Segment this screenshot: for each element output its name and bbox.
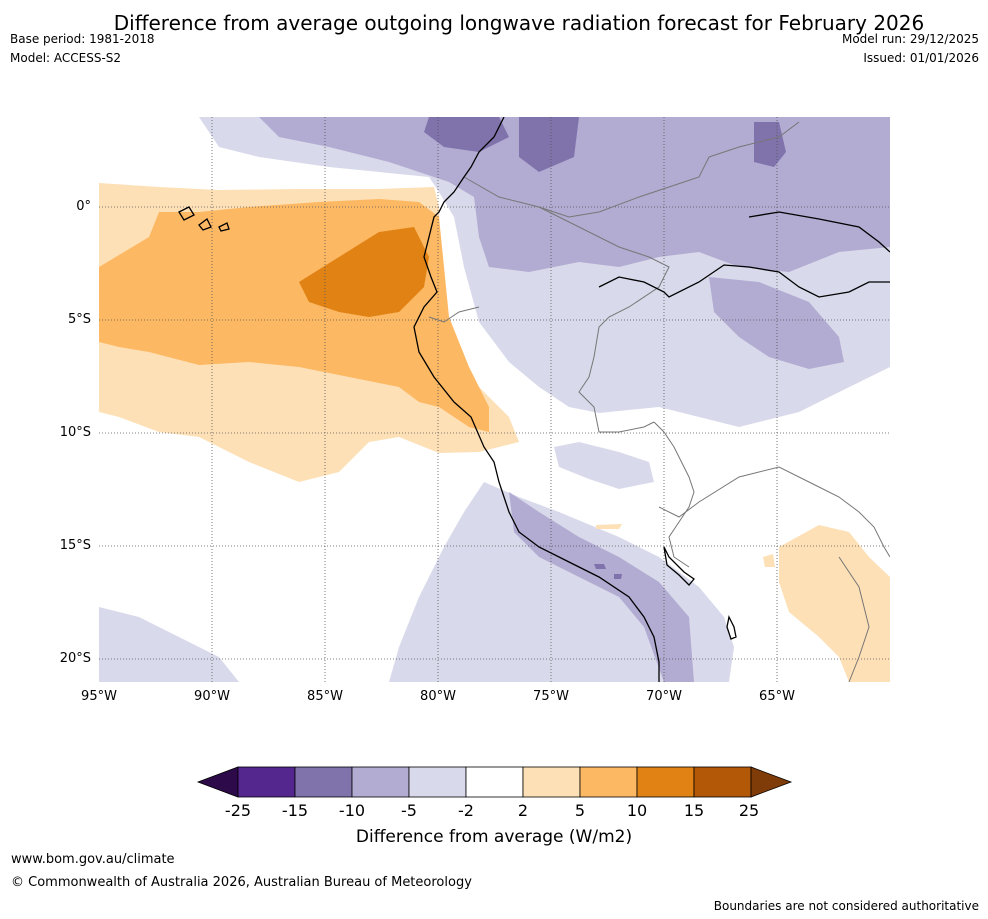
anomaly-region-brazil: [709, 277, 844, 369]
lat-label-15s: 15°S: [59, 538, 91, 553]
lat-label-0: 0°: [76, 199, 91, 214]
colorbar-tick-label: 15: [683, 801, 705, 820]
lon-label-75w: 75°W: [533, 689, 569, 704]
colorbar-tick-label: -15: [281, 801, 309, 820]
anomaly-region-patch-2: [763, 554, 775, 567]
lat-label-10s: 10°S: [59, 425, 91, 440]
colorbar-bin-7: [579, 766, 638, 798]
colorbar-title: Difference from average (W/m2): [355, 827, 633, 847]
anomaly-region-dark-2: [519, 117, 579, 172]
colorbar-extend-low: [196, 766, 239, 798]
colorbar-tick-label: 10: [626, 801, 648, 820]
colorbar-tick-label: 2: [517, 801, 529, 820]
model-run: Model run: 29/12/2025: [841, 32, 979, 46]
colorbar-tick-label: -5: [401, 801, 417, 820]
copyright-notice: © Commonwealth of Australia 2026, Austra…: [11, 875, 472, 890]
colorbar-bin-5: [465, 766, 524, 798]
colorbar-bin-1: [237, 766, 296, 798]
lat-label-5s: 5°S: [67, 312, 91, 327]
country-borders: [428, 121, 890, 682]
anomaly-region-patch-1: [596, 524, 622, 529]
lat-label-20s: 20°S: [59, 651, 91, 666]
coastlines: [178, 117, 890, 682]
lon-label-85w: 85°W: [307, 689, 343, 704]
colorbar-bin-6: [522, 766, 581, 798]
anomaly-region-dark-4: [594, 564, 606, 569]
anomaly-region-southeast: [779, 525, 890, 682]
colorbar-bin-8: [636, 766, 695, 798]
boundary-disclaimer: Boundaries are not considered authoritat…: [713, 899, 979, 913]
colorbar-extend-high: [750, 766, 793, 798]
anomaly-region-amazon: [259, 117, 890, 272]
colorbar: [196, 766, 793, 798]
anomaly-region-south: [99, 607, 239, 682]
issued-date: Issued: 01/01/2026: [863, 51, 979, 65]
lon-label-80w: 80°W: [420, 689, 456, 704]
colorbar-bin-4: [408, 766, 467, 798]
colorbar-bin-9: [693, 766, 752, 798]
colorbar-bin-2: [294, 766, 353, 798]
anomaly-region-bolivia: [554, 442, 654, 489]
lon-label-95w: 95°W: [81, 689, 117, 704]
chart-title: Difference from average outgoing longwav…: [113, 11, 925, 35]
model-name: Model: ACCESS-S2: [10, 51, 122, 65]
lon-label-90w: 90°W: [194, 689, 230, 704]
colorbar-tick-label: 5: [574, 801, 586, 820]
lon-label-65w: 65°W: [759, 689, 795, 704]
graticule: [99, 117, 890, 682]
anomaly-region-dark-orange: [299, 227, 429, 317]
website-link[interactable]: www.bom.gov.au/climate: [11, 852, 175, 867]
colorbar-tick-label: -25: [224, 801, 252, 820]
forecast-map: [99, 117, 890, 682]
colorbar-bin-3: [351, 766, 410, 798]
anomaly-region-dark-3: [754, 122, 786, 167]
colorbar-tick-label: -10: [338, 801, 366, 820]
anomaly-region-dark-5: [614, 574, 622, 579]
anomaly-region-coast: [509, 492, 694, 682]
colorbar-tick-label: -2: [458, 801, 474, 820]
lon-label-70w: 70°W: [646, 689, 682, 704]
base-period: Base period: 1981-2018: [10, 32, 155, 46]
colorbar-tick-label: 25: [738, 801, 760, 820]
